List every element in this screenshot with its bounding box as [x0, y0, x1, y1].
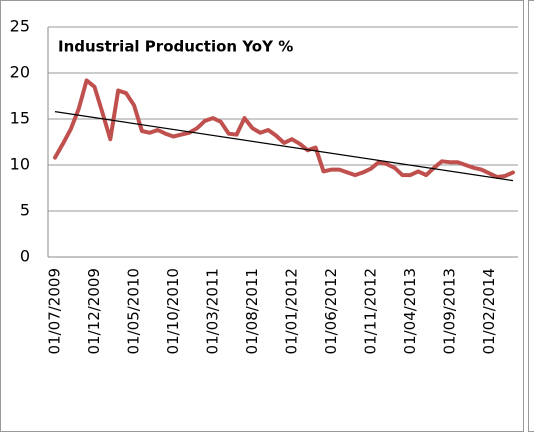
- y-tick-label: 25: [10, 17, 30, 36]
- trend-line: [54, 111, 514, 182]
- chart-title: Industrial Production YoY %: [58, 38, 293, 56]
- next-panel: [528, 0, 534, 432]
- y-tick-label: 0: [20, 247, 30, 266]
- y-tick-label: 15: [10, 109, 30, 128]
- x-tick-label: 01/03/2011: [203, 268, 221, 354]
- data-line: [53, 78, 515, 179]
- x-tick-label: 01/09/2013: [440, 268, 458, 354]
- chart-frame: [0, 0, 524, 432]
- y-tick-label: 10: [10, 155, 30, 174]
- x-tick-label: 01/10/2010: [164, 268, 182, 354]
- x-tick-label: 01/07/2009: [46, 268, 64, 354]
- x-tick-label: 01/12/2009: [85, 268, 103, 354]
- x-tick-label: 01/11/2012: [361, 268, 379, 354]
- x-tick-label: 01/02/2014: [480, 268, 498, 354]
- x-tick-label: 01/01/2012: [282, 268, 300, 354]
- x-tick-label: 01/06/2012: [322, 268, 340, 354]
- x-tick-label: 01/05/2010: [124, 268, 142, 354]
- y-tick-label: 20: [10, 63, 30, 82]
- x-tick-label: 01/08/2011: [243, 268, 261, 354]
- y-tick-label: 5: [20, 201, 30, 220]
- x-tick-label: 01/04/2013: [401, 268, 419, 354]
